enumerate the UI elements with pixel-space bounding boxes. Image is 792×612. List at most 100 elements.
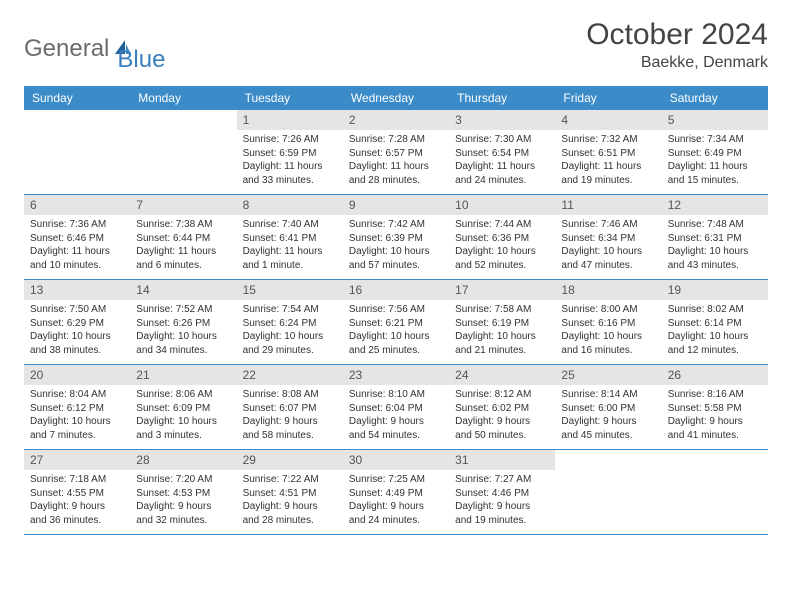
sunrise-text: Sunrise: 8:00 AM xyxy=(561,303,655,317)
logo-text-blue: Blue xyxy=(117,46,165,74)
sunset-text: Sunset: 6:16 PM xyxy=(561,317,655,331)
calendar-cell: 23Sunrise: 8:10 AMSunset: 6:04 PMDayligh… xyxy=(343,365,449,449)
sunrise-text: Sunrise: 7:52 AM xyxy=(136,303,230,317)
sunrise-text: Sunrise: 8:08 AM xyxy=(243,388,337,402)
sunset-text: Sunset: 4:49 PM xyxy=(349,487,443,501)
date-number: 15 xyxy=(237,280,343,300)
week-row: 27Sunrise: 7:18 AMSunset: 4:55 PMDayligh… xyxy=(24,450,768,535)
sunrise-text: Sunrise: 7:18 AM xyxy=(30,473,124,487)
daylight-text: Daylight: 11 hours and 15 minutes. xyxy=(668,160,762,187)
date-number: 21 xyxy=(130,365,236,385)
cell-content: Sunrise: 7:54 AMSunset: 6:24 PMDaylight:… xyxy=(237,300,343,362)
sunset-text: Sunset: 6:12 PM xyxy=(30,402,124,416)
cell-content: Sunrise: 8:16 AMSunset: 5:58 PMDaylight:… xyxy=(662,385,768,447)
cell-content: Sunrise: 7:27 AMSunset: 4:46 PMDaylight:… xyxy=(449,470,555,532)
date-number: 26 xyxy=(662,365,768,385)
calendar-cell: 26Sunrise: 8:16 AMSunset: 5:58 PMDayligh… xyxy=(662,365,768,449)
sunrise-text: Sunrise: 7:46 AM xyxy=(561,218,655,232)
date-number: 9 xyxy=(343,195,449,215)
date-number: 19 xyxy=(662,280,768,300)
sunrise-text: Sunrise: 7:32 AM xyxy=(561,133,655,147)
cell-content: Sunrise: 7:18 AMSunset: 4:55 PMDaylight:… xyxy=(24,470,130,532)
cell-content: Sunrise: 7:38 AMSunset: 6:44 PMDaylight:… xyxy=(130,215,236,277)
date-number: 20 xyxy=(24,365,130,385)
calendar-cell xyxy=(662,450,768,534)
sunrise-text: Sunrise: 7:25 AM xyxy=(349,473,443,487)
date-number: 10 xyxy=(449,195,555,215)
calendar-cell: 5Sunrise: 7:34 AMSunset: 6:49 PMDaylight… xyxy=(662,110,768,194)
daylight-text: Daylight: 10 hours and 21 minutes. xyxy=(455,330,549,357)
calendar-cell: 28Sunrise: 7:20 AMSunset: 4:53 PMDayligh… xyxy=(130,450,236,534)
date-number: 6 xyxy=(24,195,130,215)
weeks-container: 1Sunrise: 7:26 AMSunset: 6:59 PMDaylight… xyxy=(24,110,768,535)
sunrise-text: Sunrise: 7:50 AM xyxy=(30,303,124,317)
sunset-text: Sunset: 6:29 PM xyxy=(30,317,124,331)
calendar: Sunday Monday Tuesday Wednesday Thursday… xyxy=(24,86,768,535)
cell-content: Sunrise: 8:04 AMSunset: 6:12 PMDaylight:… xyxy=(24,385,130,447)
sunrise-text: Sunrise: 8:16 AM xyxy=(668,388,762,402)
date-number: 14 xyxy=(130,280,236,300)
calendar-cell: 8Sunrise: 7:40 AMSunset: 6:41 PMDaylight… xyxy=(237,195,343,279)
calendar-cell: 15Sunrise: 7:54 AMSunset: 6:24 PMDayligh… xyxy=(237,280,343,364)
daylight-text: Daylight: 11 hours and 28 minutes. xyxy=(349,160,443,187)
daylight-text: Daylight: 10 hours and 16 minutes. xyxy=(561,330,655,357)
sunrise-text: Sunrise: 8:02 AM xyxy=(668,303,762,317)
sunrise-text: Sunrise: 7:58 AM xyxy=(455,303,549,317)
sunrise-text: Sunrise: 7:54 AM xyxy=(243,303,337,317)
calendar-cell: 22Sunrise: 8:08 AMSunset: 6:07 PMDayligh… xyxy=(237,365,343,449)
calendar-cell: 14Sunrise: 7:52 AMSunset: 6:26 PMDayligh… xyxy=(130,280,236,364)
daylight-text: Daylight: 10 hours and 29 minutes. xyxy=(243,330,337,357)
daylight-text: Daylight: 9 hours and 58 minutes. xyxy=(243,415,337,442)
cell-content: Sunrise: 8:06 AMSunset: 6:09 PMDaylight:… xyxy=(130,385,236,447)
date-number: 12 xyxy=(662,195,768,215)
daylight-text: Daylight: 10 hours and 52 minutes. xyxy=(455,245,549,272)
daylight-text: Daylight: 10 hours and 43 minutes. xyxy=(668,245,762,272)
cell-content: Sunrise: 8:08 AMSunset: 6:07 PMDaylight:… xyxy=(237,385,343,447)
sunrise-text: Sunrise: 7:20 AM xyxy=(136,473,230,487)
sunset-text: Sunset: 6:21 PM xyxy=(349,317,443,331)
cell-content: Sunrise: 7:52 AMSunset: 6:26 PMDaylight:… xyxy=(130,300,236,362)
logo: General Blue xyxy=(24,18,165,74)
daylight-text: Daylight: 9 hours and 28 minutes. xyxy=(243,500,337,527)
calendar-cell: 10Sunrise: 7:44 AMSunset: 6:36 PMDayligh… xyxy=(449,195,555,279)
date-number: 31 xyxy=(449,450,555,470)
calendar-cell: 9Sunrise: 7:42 AMSunset: 6:39 PMDaylight… xyxy=(343,195,449,279)
date-number: 3 xyxy=(449,110,555,130)
sunset-text: Sunset: 6:04 PM xyxy=(349,402,443,416)
calendar-cell: 3Sunrise: 7:30 AMSunset: 6:54 PMDaylight… xyxy=(449,110,555,194)
daylight-text: Daylight: 11 hours and 19 minutes. xyxy=(561,160,655,187)
day-header-fri: Friday xyxy=(555,86,661,110)
week-row: 20Sunrise: 8:04 AMSunset: 6:12 PMDayligh… xyxy=(24,365,768,450)
day-header-tue: Tuesday xyxy=(237,86,343,110)
daylight-text: Daylight: 9 hours and 45 minutes. xyxy=(561,415,655,442)
sunset-text: Sunset: 6:00 PM xyxy=(561,402,655,416)
daylight-text: Daylight: 9 hours and 54 minutes. xyxy=(349,415,443,442)
sunset-text: Sunset: 6:07 PM xyxy=(243,402,337,416)
date-number: 1 xyxy=(237,110,343,130)
sunrise-text: Sunrise: 8:14 AM xyxy=(561,388,655,402)
calendar-cell: 29Sunrise: 7:22 AMSunset: 4:51 PMDayligh… xyxy=(237,450,343,534)
sunrise-text: Sunrise: 7:56 AM xyxy=(349,303,443,317)
sunrise-text: Sunrise: 7:34 AM xyxy=(668,133,762,147)
cell-content: Sunrise: 7:46 AMSunset: 6:34 PMDaylight:… xyxy=(555,215,661,277)
sunset-text: Sunset: 6:46 PM xyxy=(30,232,124,246)
daylight-text: Daylight: 9 hours and 36 minutes. xyxy=(30,500,124,527)
sunrise-text: Sunrise: 8:04 AM xyxy=(30,388,124,402)
daylight-text: Daylight: 11 hours and 24 minutes. xyxy=(455,160,549,187)
cell-content: Sunrise: 7:34 AMSunset: 6:49 PMDaylight:… xyxy=(662,130,768,192)
cell-content: Sunrise: 7:30 AMSunset: 6:54 PMDaylight:… xyxy=(449,130,555,192)
date-number: 17 xyxy=(449,280,555,300)
daylight-text: Daylight: 11 hours and 10 minutes. xyxy=(30,245,124,272)
sunset-text: Sunset: 6:49 PM xyxy=(668,147,762,161)
daylight-text: Daylight: 10 hours and 3 minutes. xyxy=(136,415,230,442)
sunrise-text: Sunrise: 7:28 AM xyxy=(349,133,443,147)
day-header-sun: Sunday xyxy=(24,86,130,110)
sunset-text: Sunset: 6:44 PM xyxy=(136,232,230,246)
cell-content: Sunrise: 8:10 AMSunset: 6:04 PMDaylight:… xyxy=(343,385,449,447)
sunrise-text: Sunrise: 8:10 AM xyxy=(349,388,443,402)
daylight-text: Daylight: 10 hours and 38 minutes. xyxy=(30,330,124,357)
sunset-text: Sunset: 6:36 PM xyxy=(455,232,549,246)
sunrise-text: Sunrise: 7:48 AM xyxy=(668,218,762,232)
calendar-cell: 12Sunrise: 7:48 AMSunset: 6:31 PMDayligh… xyxy=(662,195,768,279)
date-number: 25 xyxy=(555,365,661,385)
